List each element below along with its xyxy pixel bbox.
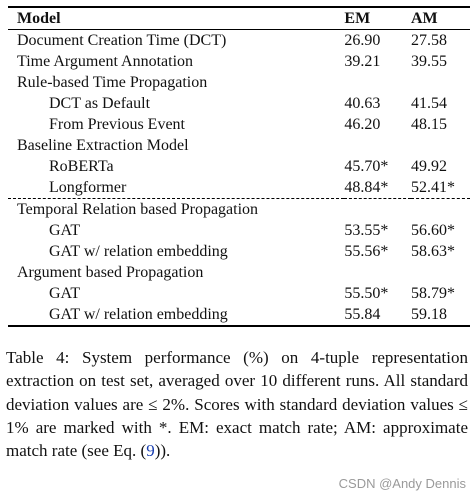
row-am-value: 39.55	[410, 53, 447, 70]
table-row: GAT 53.55* 56.60*	[8, 220, 470, 241]
table-row: GAT w/ relation embedding 55.84 59.18	[8, 304, 470, 327]
row-am-value: 52.41*	[410, 179, 455, 196]
row-am-value: 59.18	[410, 304, 470, 327]
table-row: Argument based Propagation	[8, 262, 470, 283]
row-am-value	[411, 135, 470, 156]
row-am-value: 49.92	[410, 158, 447, 175]
row-em-value	[344, 262, 411, 283]
watermark: CSDN @Andy Dennis	[338, 476, 466, 491]
row-em-value: 55.84	[344, 304, 411, 327]
row-model-name: Temporal Relation based Propagation	[8, 198, 345, 220]
row-model-name: GAT	[49, 222, 81, 239]
row-am-value: 56.60*	[410, 222, 455, 239]
table-header: Model EM AM	[8, 6, 470, 30]
caption-text-end: )).	[154, 441, 171, 461]
row-em-value	[344, 198, 411, 220]
header-model: Model	[8, 6, 345, 30]
table-row: RoBERTa 45.70* 49.92	[8, 156, 470, 177]
results-table: Model EM AM Document Creation Time (DCT)…	[8, 6, 470, 327]
row-em-value	[344, 72, 411, 93]
row-em-value: 46.20	[344, 116, 381, 133]
row-model-name: Time Argument Annotation	[17, 53, 194, 70]
row-model-name: Baseline Extraction Model	[17, 137, 189, 154]
table-row: Time Argument Annotation 39.21 39.55	[8, 51, 470, 72]
row-em-value: 48.84*	[344, 179, 389, 196]
row-am-value: 41.54	[410, 95, 447, 112]
table-caption: Table 4: System performance (%) on 4-tup…	[6, 346, 468, 462]
table-row: DCT as Default 40.63 41.54	[8, 93, 470, 114]
row-em-value: 53.55*	[344, 222, 389, 239]
table-row: Temporal Relation based Propagation	[8, 198, 470, 220]
table-row: Document Creation Time (DCT) 26.90 27.58	[8, 30, 470, 52]
row-am-value: 48.15	[410, 116, 447, 133]
header-row: Model EM AM	[8, 6, 470, 30]
row-em-value: 55.56*	[344, 243, 389, 260]
row-am-value: 58.63*	[410, 243, 455, 260]
row-em-value: 26.90	[344, 32, 381, 49]
row-model-name: Longformer	[49, 179, 127, 196]
row-am-value	[410, 198, 470, 220]
row-em-value: 39.21	[344, 53, 381, 70]
table-row: Baseline Extraction Model	[8, 135, 470, 156]
row-am-value	[411, 262, 470, 283]
row-am-value: 58.79*	[410, 285, 455, 302]
table-row: Longformer 48.84* 52.41*	[8, 177, 470, 199]
header-am: AM	[410, 6, 470, 30]
table-row: Rule-based Time Propagation	[8, 72, 470, 93]
row-em-value: 45.70*	[344, 158, 389, 175]
row-model-name: GAT w/ relation embedding	[8, 304, 345, 327]
row-em-value: 40.63	[344, 95, 381, 112]
header-em: EM	[344, 6, 411, 30]
row-em-value	[344, 135, 411, 156]
caption-text: Table 4: System performance (%) on 4-tup…	[6, 348, 468, 461]
row-model-name: Rule-based Time Propagation	[17, 74, 208, 91]
row-model-name: From Previous Event	[49, 116, 185, 133]
row-model-name: Argument based Propagation	[17, 264, 204, 281]
row-em-value: 55.50*	[344, 285, 389, 302]
row-model-name: GAT	[49, 285, 81, 302]
equation-reference-link[interactable]: 9	[146, 441, 155, 461]
row-am-value: 27.58	[410, 32, 447, 49]
row-model-name: Document Creation Time (DCT)	[17, 32, 227, 49]
row-am-value	[411, 72, 470, 93]
row-model-name: RoBERTa	[49, 158, 114, 175]
table-body: Document Creation Time (DCT) 26.90 27.58 Ti…	[8, 30, 470, 327]
table-row: GAT w/ relation embedding 55.56* 58.63*	[8, 241, 470, 262]
table-row: GAT 55.50* 58.79*	[8, 283, 470, 304]
results-table-container: Model EM AM Document Creation Time (DCT)…	[8, 6, 470, 327]
row-model-name: DCT as Default	[49, 95, 151, 112]
row-model-name: GAT w/ relation embedding	[49, 243, 228, 260]
table-row: From Previous Event 46.20 48.15	[8, 114, 470, 135]
